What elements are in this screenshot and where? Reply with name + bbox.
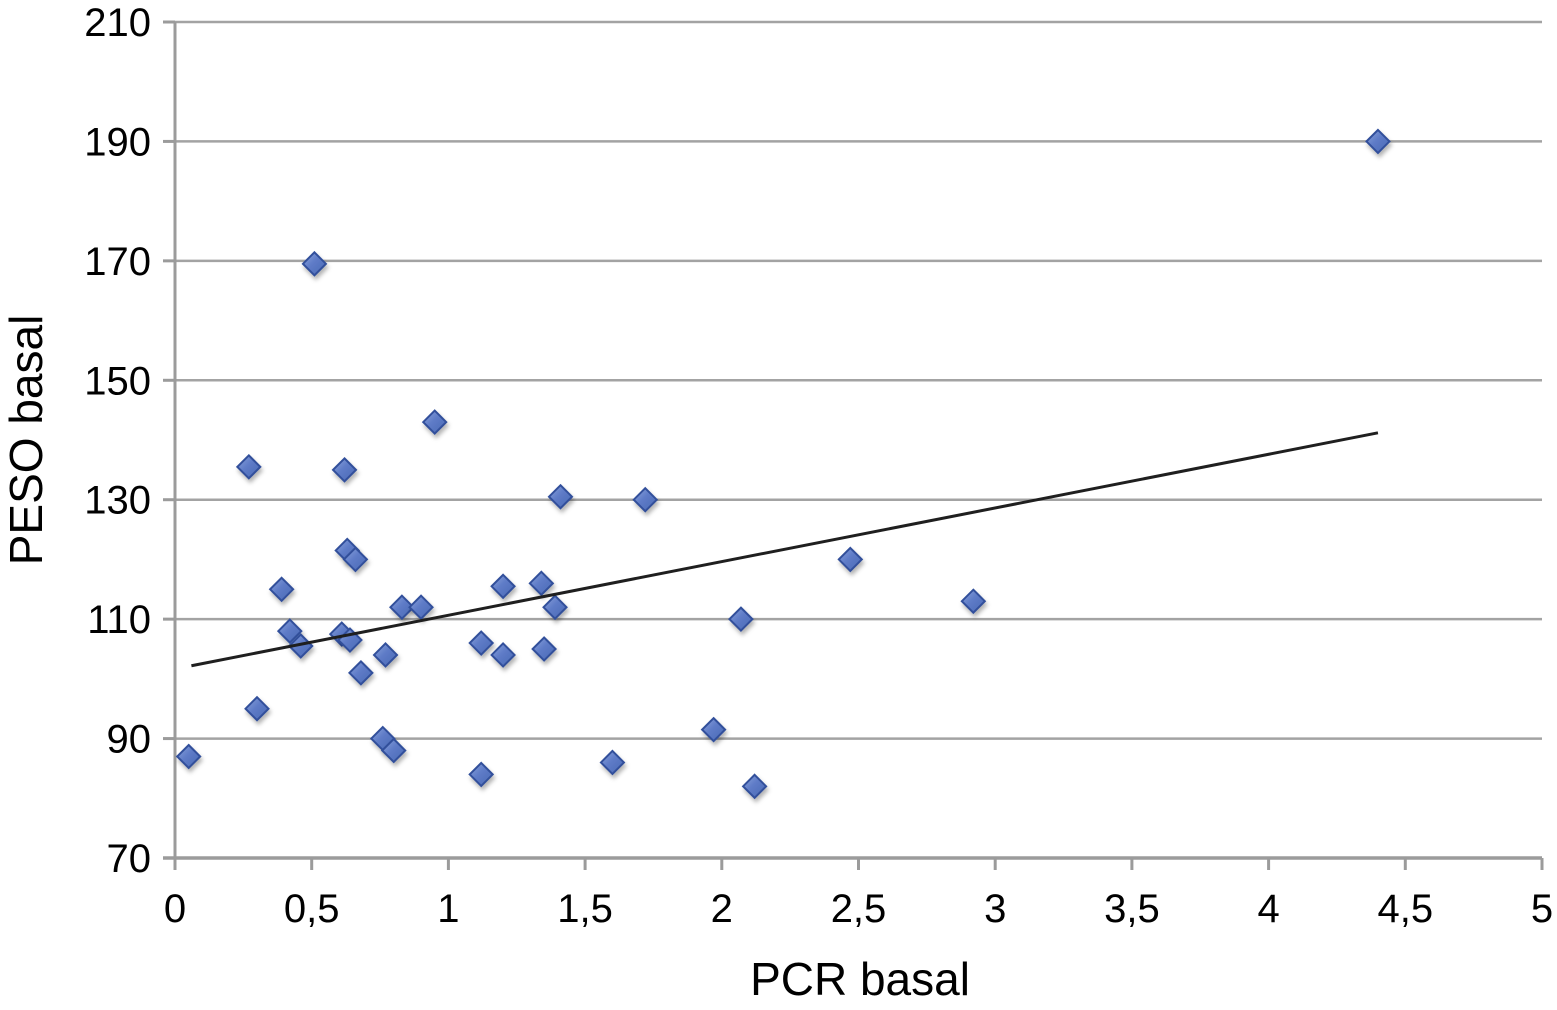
x-axis-title: PCR basal bbox=[750, 953, 970, 1005]
data-point bbox=[175, 743, 202, 770]
data-point bbox=[468, 630, 495, 656]
y-tick-marks bbox=[163, 20, 175, 860]
data-point bbox=[490, 642, 516, 668]
data-point bbox=[380, 737, 407, 764]
x-tick-label: 3 bbox=[984, 887, 1006, 931]
data-point bbox=[700, 716, 727, 743]
trendline bbox=[191, 431, 1379, 668]
data-point bbox=[728, 606, 754, 633]
x-tick-label: 1 bbox=[437, 887, 459, 931]
y-tick-label: 190 bbox=[84, 120, 151, 164]
x-tick-label: 2,5 bbox=[831, 887, 887, 931]
data-point bbox=[1365, 128, 1391, 155]
y-tick-label: 170 bbox=[84, 240, 151, 284]
x-tick-labels: 0 0,5 1 1,5 2 2,5 3 3,5 4 4,5 5 bbox=[164, 887, 1553, 931]
data-point bbox=[276, 618, 303, 644]
y-tick-label: 130 bbox=[84, 479, 151, 523]
gridlines bbox=[175, 20, 1542, 740]
y-tick-labels: 70 90 110 130 150 170 190 210 bbox=[84, 1, 151, 881]
y-tick-label: 110 bbox=[87, 598, 151, 642]
data-point bbox=[531, 636, 558, 662]
data-point bbox=[547, 483, 574, 510]
data-point bbox=[542, 594, 568, 621]
data-point bbox=[632, 486, 659, 513]
x-tick-label: 0,5 bbox=[284, 887, 340, 931]
data-points bbox=[175, 128, 1391, 800]
data-point bbox=[342, 546, 369, 573]
data-point bbox=[408, 594, 434, 621]
trendline-segment bbox=[191, 431, 1379, 668]
data-point bbox=[347, 659, 374, 686]
data-point bbox=[528, 570, 555, 597]
y-tick-label: 210 bbox=[84, 1, 151, 45]
data-point bbox=[468, 761, 495, 788]
data-point bbox=[599, 749, 626, 776]
x-tick-label: 4 bbox=[1257, 887, 1279, 931]
y-tick-label: 150 bbox=[84, 359, 151, 403]
y-tick-label: 70 bbox=[107, 837, 152, 881]
x-tick-label: 0 bbox=[164, 887, 186, 931]
x-tick-label: 2 bbox=[711, 887, 733, 931]
data-point bbox=[331, 456, 358, 483]
axes bbox=[163, 22, 1542, 860]
data-point bbox=[268, 576, 295, 603]
data-point bbox=[235, 453, 262, 480]
x-tick-label: 3,5 bbox=[1104, 887, 1160, 931]
x-tick-label: 1,5 bbox=[557, 887, 613, 931]
data-point bbox=[389, 594, 415, 621]
data-point bbox=[421, 409, 448, 435]
data-point bbox=[741, 773, 768, 800]
y-tick-label: 90 bbox=[107, 718, 152, 762]
data-point bbox=[372, 642, 399, 668]
y-axis-title: PESO basal bbox=[0, 315, 52, 566]
data-point bbox=[301, 250, 328, 277]
x-tick-label: 5 bbox=[1531, 887, 1553, 931]
data-point bbox=[244, 695, 270, 722]
x-tick-label: 4,5 bbox=[1377, 887, 1433, 931]
data-point bbox=[837, 546, 864, 573]
data-point bbox=[490, 573, 516, 600]
x-tick-marks bbox=[173, 858, 1544, 870]
data-point bbox=[960, 588, 987, 615]
